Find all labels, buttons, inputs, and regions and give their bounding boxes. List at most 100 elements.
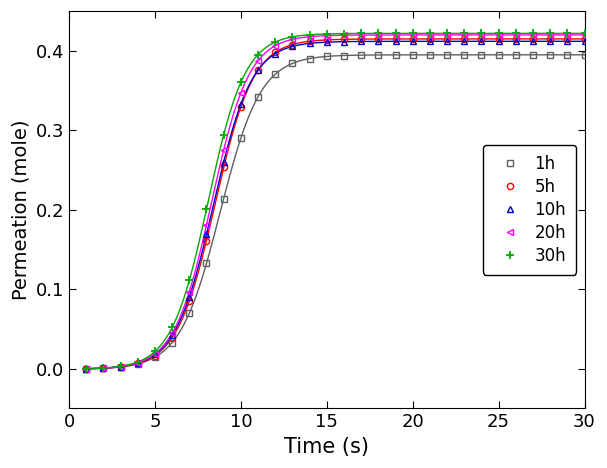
5h xyxy=(546,36,554,42)
20h xyxy=(495,32,502,38)
5h xyxy=(289,42,296,47)
1h xyxy=(203,261,210,266)
1h xyxy=(443,52,450,58)
30h xyxy=(289,34,296,40)
20h xyxy=(117,364,124,369)
5h xyxy=(203,238,210,243)
20h xyxy=(529,32,537,38)
10h xyxy=(169,332,176,338)
10h xyxy=(306,41,313,46)
1h xyxy=(358,52,365,58)
1h xyxy=(306,56,313,61)
10h xyxy=(186,294,193,300)
30h xyxy=(203,206,210,212)
20h xyxy=(186,289,193,294)
30h xyxy=(564,30,571,36)
1h xyxy=(409,52,416,58)
20h xyxy=(443,32,450,38)
10h xyxy=(461,38,468,44)
1h xyxy=(134,361,141,367)
30h xyxy=(151,349,158,354)
1h xyxy=(254,94,262,100)
10h xyxy=(358,39,365,44)
1h xyxy=(169,340,176,345)
5h xyxy=(478,36,485,42)
5h xyxy=(529,36,537,42)
1h xyxy=(478,52,485,58)
1h xyxy=(512,52,520,58)
20h xyxy=(426,32,433,38)
10h xyxy=(323,39,330,45)
20h xyxy=(254,58,262,64)
1h xyxy=(461,52,468,58)
1h xyxy=(186,310,193,316)
10h xyxy=(289,44,296,49)
1h xyxy=(341,53,348,58)
10h xyxy=(564,38,571,44)
10h xyxy=(495,38,502,44)
10h xyxy=(220,159,227,165)
5h xyxy=(358,37,365,42)
30h xyxy=(341,31,348,37)
20h xyxy=(271,43,279,49)
10h xyxy=(134,360,141,366)
5h xyxy=(237,104,245,110)
5h xyxy=(100,366,107,371)
10h xyxy=(546,38,554,44)
10h xyxy=(151,351,158,357)
10h xyxy=(375,38,382,44)
30h xyxy=(392,30,399,36)
20h xyxy=(323,33,330,38)
10h xyxy=(392,38,399,44)
20h xyxy=(220,147,227,153)
30h xyxy=(254,52,262,58)
10h xyxy=(478,38,485,44)
20h xyxy=(203,222,210,228)
1h xyxy=(375,52,382,58)
1h xyxy=(495,52,502,58)
10h xyxy=(271,51,279,57)
5h xyxy=(169,335,176,340)
5h xyxy=(134,361,141,366)
10h xyxy=(529,38,537,44)
30h xyxy=(375,30,382,36)
5h xyxy=(409,36,416,42)
20h xyxy=(461,32,468,38)
20h xyxy=(151,351,158,357)
10h xyxy=(581,38,588,44)
20h xyxy=(512,32,520,38)
1h xyxy=(83,366,90,372)
30h xyxy=(100,365,107,371)
5h xyxy=(254,67,262,73)
10h xyxy=(409,38,416,44)
30h xyxy=(306,32,313,37)
1h xyxy=(323,54,330,59)
5h xyxy=(495,36,502,42)
30h xyxy=(271,39,279,45)
30h xyxy=(186,278,193,283)
5h xyxy=(581,36,588,42)
10h xyxy=(83,366,90,372)
30h xyxy=(134,359,141,365)
30h xyxy=(546,30,554,36)
20h xyxy=(478,32,485,38)
30h xyxy=(169,325,176,330)
30h xyxy=(83,366,90,372)
20h xyxy=(358,32,365,38)
10h xyxy=(512,38,520,44)
Line: 5h: 5h xyxy=(83,36,588,372)
30h xyxy=(358,30,365,36)
5h xyxy=(83,366,90,372)
10h xyxy=(443,38,450,44)
5h xyxy=(341,37,348,42)
30h xyxy=(581,30,588,36)
30h xyxy=(323,31,330,37)
5h xyxy=(512,36,520,42)
20h xyxy=(83,366,90,372)
5h xyxy=(306,38,313,44)
5h xyxy=(443,36,450,42)
1h xyxy=(289,61,296,66)
10h xyxy=(426,38,433,44)
5h xyxy=(271,50,279,55)
30h xyxy=(443,30,450,36)
